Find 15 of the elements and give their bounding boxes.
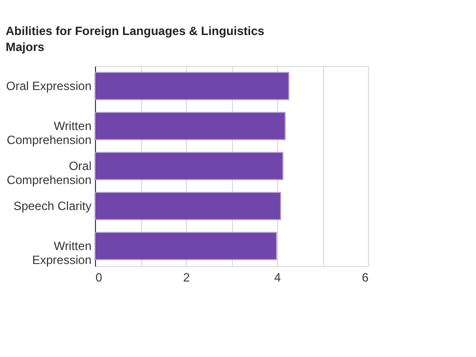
x-tick-label: 2 — [183, 270, 190, 284]
chart-title: Abilities for Foreign Languages & Linguistics Majors — [6, 24, 265, 54]
x-tick-label: 6 — [362, 270, 369, 284]
y-tick-label: Written Comprehension — [6, 119, 92, 147]
bar — [94, 192, 282, 220]
x-tick-label: 0 — [96, 270, 102, 284]
bar — [94, 152, 284, 180]
x-tick-label: 4 — [274, 270, 282, 284]
y-tick-label: Oral Expression — [6, 79, 92, 93]
y-tick-label: Speech Clarity — [13, 199, 92, 213]
bar — [94, 72, 290, 100]
bar — [94, 112, 286, 140]
y-tick-label: Oral Comprehension — [6, 159, 92, 187]
y-tick-label: Written Expression — [32, 239, 92, 267]
bar — [94, 232, 278, 260]
